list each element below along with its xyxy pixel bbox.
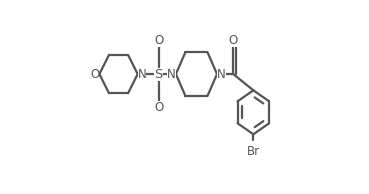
Text: O: O [154, 101, 163, 114]
Text: S: S [155, 68, 163, 81]
Text: O: O [90, 68, 99, 81]
Text: N: N [138, 68, 146, 81]
Text: Br: Br [247, 145, 260, 158]
Text: N: N [167, 68, 176, 81]
Text: O: O [229, 34, 238, 47]
Text: O: O [154, 34, 163, 47]
Text: N: N [217, 68, 226, 81]
